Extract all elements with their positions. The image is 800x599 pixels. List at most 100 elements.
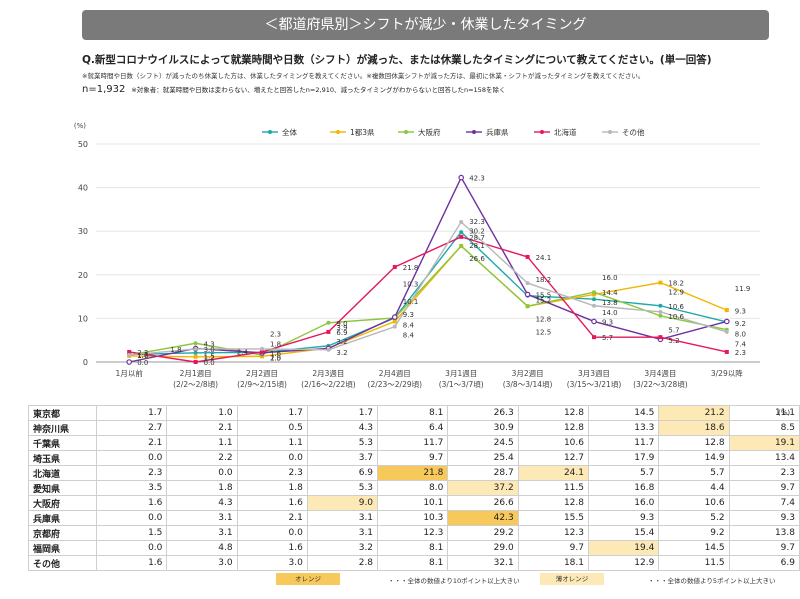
data-label: 9.3 [403,311,414,319]
data-label: 28.1 [469,242,485,250]
table-cell: 3.2 [306,540,379,556]
table-cell: 9.7 [728,480,800,496]
table-cell: 19.4 [587,540,660,556]
sample-n: n=1,932 [82,84,126,95]
y-axis: 0 10 20 30 40 50 (%) [74,122,88,367]
x-tick-label: 3月4週目 [644,369,676,378]
table-row: 大阪府 1.6 4.3 1.6 9.0 10.1 26.6 12.8 16.0 10.6 7.4 [27,495,800,511]
series-point [458,174,465,181]
x-tick-sublabel: (3/8〜3/14頃) [503,380,553,389]
legend-marker [540,130,544,134]
data-label: 5.7 [602,334,613,342]
table-cell: 15.4 [587,525,660,541]
data-label: 2.3 [137,349,148,357]
table-cell: 1.6 [96,495,168,511]
table-cell: 8.1 [377,555,449,571]
series-point [459,234,464,239]
data-label: 3.2 [336,338,347,346]
data-label: 14.4 [602,289,618,297]
orange-legend-swatch: オレンジ [276,573,340,585]
row-label: 京都府 [27,525,98,541]
table-row: 京都府 1.5 3.1 0.0 3.1 12.3 29.2 12.3 15.4 9.2 13.8 [27,525,800,541]
series-point [193,360,198,364]
x-tick-label: 2月2週目 [246,369,278,378]
y-tick-label: 0 [83,358,88,367]
legend-marker [268,130,272,134]
table-cell: 9.7 [377,450,449,466]
series-point [326,320,331,325]
table-cell: 5.7 [587,465,660,481]
x-tick-label: 1月以前 [116,368,144,378]
table-cell: 4.8 [166,540,238,556]
x-tick-sublabel: (3/15〜3/21頃) [567,380,622,389]
data-labels: 2.31.71.60.01.8 3.04.31.21.50.02.42.31.81… [137,175,750,367]
data-label: 2.3 [735,349,746,357]
series-point [658,335,663,340]
table-cell: 6.9 [306,465,379,481]
data-label: 10.6 [668,313,684,321]
data-label: 9.2 [735,320,746,328]
table-cell: 8.0 [377,480,449,496]
table-cell: 0.0 [96,540,168,556]
data-label: 18.2 [668,280,684,288]
row-label: 愛知県 [27,480,98,496]
table-cell: 6.9 [728,555,800,571]
table-cell: 3.0 [236,555,308,571]
table-cell: 14.5 [658,540,730,556]
table-cell: 9.3 [587,510,660,526]
legend-label: 1都3県 [350,128,375,137]
series-point [724,349,729,354]
table-cell: 1.6 [236,540,308,556]
data-label: 15.2 [536,297,552,305]
x-tick-sublabel: (2/16〜2/22頃) [301,380,356,389]
data-label: 3.2 [336,349,347,357]
table-cell: 9.7 [517,540,589,556]
table-cell: 19.1 [728,435,800,451]
table-cell: 26.3 [447,405,519,421]
data-label: 0.0 [204,359,215,367]
data-label: 26.6 [469,255,485,263]
x-tick-sublabel: (2/9〜2/15頃) [237,380,287,389]
x-tick-label: 3/29以降 [711,368,743,378]
row-label: 埼玉県 [27,450,98,466]
data-label: 9.3 [602,318,613,326]
table-cell: 0.0 [236,450,308,466]
table-cell: 2.3 [236,465,308,481]
series-point [525,281,530,286]
table-cell: 1.7 [236,405,308,421]
series-point [724,308,729,313]
table-cell: 29.2 [447,525,519,541]
data-label: 21.8 [403,264,419,272]
data-label: 24.1 [536,254,552,262]
series-line [129,245,727,356]
table-cell: 11.7 [587,435,660,451]
sample-note: ※対象者：就業時間や日数は変わらない、増えたと回答したn=2,910、減ったタイ… [131,86,506,94]
series-point [592,335,596,340]
data-table: 東京都 1.7 1.0 1.7 1.7 8.1 26.3 12.8 14.5 21.2 11.1 神奈… [27,405,800,571]
data-label: 9.3 [735,308,746,316]
table-cell: 4.3 [166,495,238,511]
series-point [658,303,663,308]
table-cell: 2.7 [96,420,168,436]
series-point [524,291,531,298]
table-cell: 3.7 [306,450,379,466]
table-cell: 12.8 [517,405,589,421]
data-label: 10.6 [668,303,684,311]
data-label: 1.7 [137,352,148,360]
table-cell: 1.8 [166,480,238,496]
table-row: 愛知県 3.5 1.8 1.8 5.3 8.0 37.2 11.5 16.8 4.4 9.7 [27,480,800,496]
table-cell: 11.5 [517,480,589,496]
data-label: 1.0 [270,355,281,363]
data-label: 1.8 [270,341,281,349]
data-label: 2.4 [237,349,249,357]
chart-grid [96,143,760,363]
row-label: その他 [27,555,98,571]
series-point [658,313,663,318]
table-cell: 15.5 [517,510,589,526]
table-cell: 12.8 [517,495,589,511]
data-label: 10.3 [403,281,419,289]
data-label: 9.0 [336,320,347,328]
table-cell: 0.0 [166,465,238,481]
chart-series [126,174,730,365]
table-cell: 1.1 [236,435,308,451]
